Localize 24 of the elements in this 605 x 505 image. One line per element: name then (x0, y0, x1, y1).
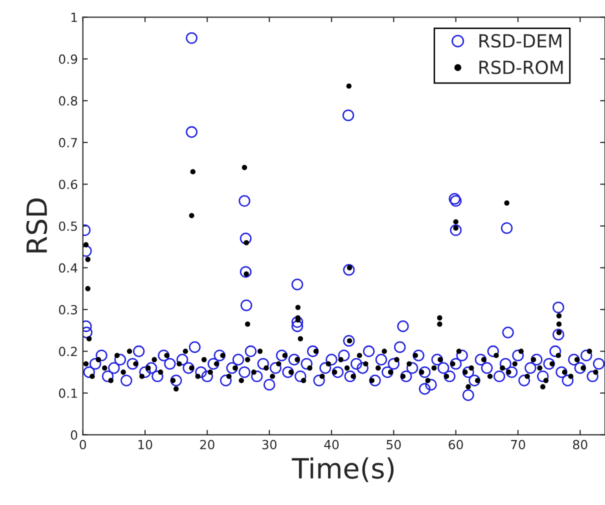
y-tick-label: 1 (71, 12, 77, 22)
x-tick-label: 50 (386, 440, 401, 450)
x-tick-label: 30 (262, 440, 276, 450)
x-axis-title: Time(s) (292, 457, 394, 482)
x-tick-label: 80 (573, 440, 588, 450)
legend-label: RSD-DEM (479, 34, 562, 48)
x-tick-label: 60 (448, 440, 463, 450)
y-tick-label: 0.2 (58, 346, 77, 356)
y-tick-label: 0.9 (58, 54, 78, 64)
y-tick-label: 0.4 (58, 263, 78, 273)
x-tick-label: 20 (200, 440, 214, 450)
x-tick-label: 70 (511, 440, 526, 450)
y-tick-label: 0.7 (58, 138, 77, 148)
x-tick-label: 40 (324, 440, 339, 450)
x-tick-label: 10 (138, 440, 152, 450)
y-tick-label: 0.3 (58, 304, 78, 314)
y-axis-title: RSD (26, 198, 48, 252)
y-tick-label: 0.6 (58, 180, 78, 190)
legend-label: RSD-ROM (479, 60, 563, 74)
x-tick-label: 0 (80, 440, 86, 450)
y-tick-label: 0.1 (58, 388, 77, 398)
y-tick-label: 0 (70, 430, 78, 440)
y-tick-label: 0.5 (58, 221, 77, 231)
y-tick-label: 0.8 (58, 96, 78, 106)
